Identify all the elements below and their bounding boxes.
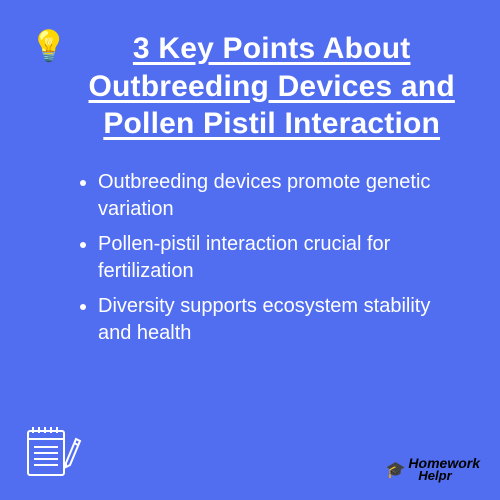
main-heading: 3 Key Points About Outbreeding Devices a…: [73, 30, 470, 143]
brand-line2: Helpr: [418, 470, 480, 482]
heading-row: 💡 3 Key Points About Outbreeding Devices…: [30, 30, 470, 143]
list-item: Pollen-pistil interaction crucial for fe…: [98, 231, 450, 285]
graduation-cap-icon: 🎓: [386, 460, 406, 480]
brand-text: Homework Helpr: [408, 457, 480, 482]
notepad-icon: [22, 419, 84, 486]
brand-logo: 🎓 Homework Helpr: [386, 457, 481, 482]
list-item: Outbreeding devices promote genetic vari…: [98, 169, 450, 223]
infographic-card: 💡 3 Key Points About Outbreeding Devices…: [0, 0, 500, 500]
list-item: Diversity supports ecosystem stability a…: [98, 293, 450, 347]
lightbulb-icon: 💡: [30, 32, 67, 62]
key-points-list: Outbreeding devices promote genetic vari…: [30, 169, 470, 347]
